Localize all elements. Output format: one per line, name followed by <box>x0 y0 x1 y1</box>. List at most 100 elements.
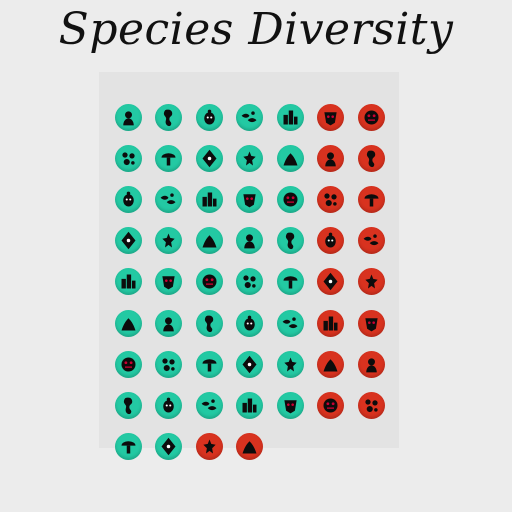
beetle-icon <box>203 109 215 124</box>
species-badge[interactable] <box>195 144 223 172</box>
bacteria-cluster-icon <box>121 152 135 165</box>
species-badge[interactable] <box>357 350 385 378</box>
species-badge[interactable] <box>276 268 304 296</box>
species-badge[interactable] <box>357 309 385 337</box>
species-badge[interactable] <box>276 103 304 131</box>
species-badge[interactable] <box>155 227 182 255</box>
species-badge[interactable] <box>357 391 385 419</box>
species-badge[interactable] <box>195 433 223 461</box>
species-badge[interactable] <box>114 350 142 378</box>
mask-icon <box>324 111 337 125</box>
species-badge[interactable] <box>236 309 263 337</box>
species-badge[interactable] <box>155 350 182 378</box>
species-badge[interactable] <box>114 268 142 296</box>
leaves-icon <box>162 233 175 248</box>
heart-dots-icon <box>325 152 336 167</box>
bird-icon <box>162 358 175 371</box>
octopus-icon <box>283 152 297 166</box>
species-badge[interactable] <box>236 144 263 172</box>
species-badge[interactable] <box>236 185 263 213</box>
species-badge[interactable] <box>236 433 263 461</box>
species-badge[interactable] <box>317 227 344 255</box>
species-badge[interactable] <box>155 391 182 419</box>
pods-icon <box>202 274 216 289</box>
species-badge[interactable] <box>195 185 223 213</box>
tail-icon <box>161 437 176 456</box>
species-badge[interactable] <box>317 391 344 419</box>
species-badge[interactable] <box>357 144 385 172</box>
species-badge[interactable] <box>236 350 263 378</box>
planted-orb-icon <box>201 399 216 410</box>
bubbles-icon <box>323 398 338 413</box>
ringed-ball-icon <box>283 276 297 289</box>
species-badge[interactable] <box>317 350 344 378</box>
species-badge[interactable] <box>357 185 385 213</box>
species-badge[interactable] <box>317 309 344 337</box>
species-badge[interactable] <box>155 309 182 337</box>
species-badge[interactable] <box>195 227 223 255</box>
species-badge[interactable] <box>276 227 304 255</box>
species-badge[interactable] <box>317 268 344 296</box>
species-badge[interactable] <box>276 350 304 378</box>
species-badge[interactable] <box>155 268 182 296</box>
microbes-icon <box>122 191 134 207</box>
seahorse-icon <box>163 109 173 126</box>
skull-icon <box>323 316 338 330</box>
spores-icon <box>244 234 255 249</box>
species-badge[interactable] <box>357 227 385 255</box>
grinning-monster-icon <box>202 149 216 167</box>
species-badge[interactable] <box>114 185 142 213</box>
species-badge[interactable] <box>236 103 263 131</box>
species-badge[interactable] <box>155 144 182 172</box>
gear-creature-icon <box>202 358 216 372</box>
species-badge[interactable] <box>195 350 223 378</box>
species-badge[interactable] <box>357 268 385 296</box>
species-badge[interactable] <box>155 433 182 461</box>
eye-icon <box>363 234 378 246</box>
species-badge[interactable] <box>276 309 304 337</box>
species-badge[interactable] <box>317 103 344 131</box>
species-badge[interactable] <box>276 185 304 213</box>
species-badge[interactable] <box>357 103 385 131</box>
species-badge[interactable] <box>114 144 142 172</box>
species-badge[interactable] <box>114 309 142 337</box>
gorilla-icon <box>242 398 257 413</box>
blob-face-icon <box>364 110 378 124</box>
crown-mask-icon <box>204 315 213 332</box>
species-badge[interactable] <box>195 103 223 131</box>
species-badge[interactable] <box>155 185 182 213</box>
squid-icon <box>364 317 378 331</box>
species-badge[interactable] <box>236 391 263 419</box>
fish-school-icon <box>241 110 257 122</box>
piranha-icon <box>283 400 297 414</box>
species-badge[interactable] <box>236 227 263 255</box>
robot-icon <box>202 439 216 454</box>
seaweed-icon <box>364 399 378 412</box>
species-badge[interactable] <box>317 185 344 213</box>
stick-figure-icon <box>243 194 256 208</box>
seedlings-icon <box>121 231 135 250</box>
roots-icon <box>121 357 135 372</box>
species-badge[interactable] <box>114 227 142 255</box>
species-badge[interactable] <box>317 144 344 172</box>
cells-icon <box>243 151 256 166</box>
species-badge[interactable] <box>236 268 263 296</box>
species-badge[interactable] <box>195 309 223 337</box>
species-panel <box>99 72 399 448</box>
disc-icon <box>163 316 174 331</box>
leafy-face-icon <box>202 192 216 207</box>
boots-icon <box>121 317 135 330</box>
species-badge[interactable] <box>195 391 223 419</box>
species-badge[interactable] <box>195 268 223 296</box>
flower-skull-icon <box>365 358 377 373</box>
species-badge[interactable] <box>276 391 304 419</box>
species-badge[interactable] <box>114 433 142 461</box>
species-badge[interactable] <box>114 391 142 419</box>
species-badge[interactable] <box>114 103 142 131</box>
bunny-icon <box>123 397 132 414</box>
species-badge[interactable] <box>155 103 182 131</box>
dragon-icon <box>325 232 336 248</box>
species-badge[interactable] <box>276 144 304 172</box>
sun-virus-icon <box>323 273 338 291</box>
